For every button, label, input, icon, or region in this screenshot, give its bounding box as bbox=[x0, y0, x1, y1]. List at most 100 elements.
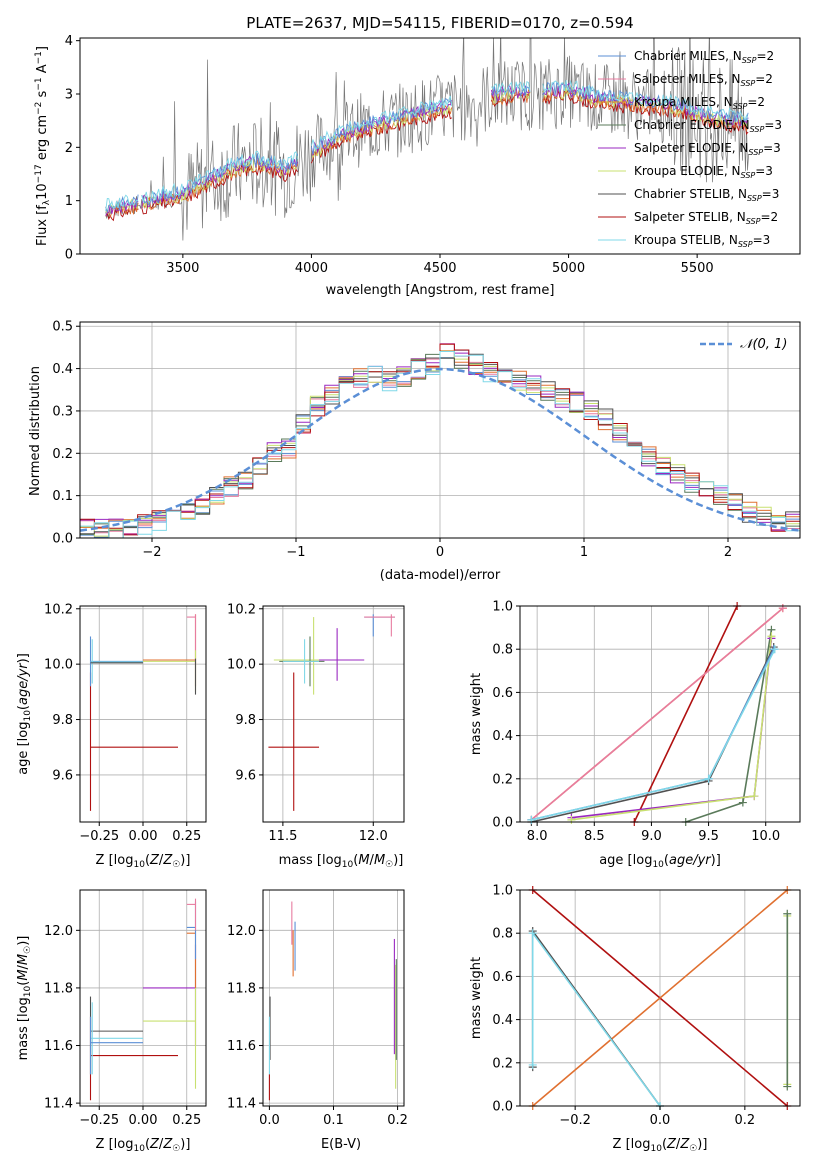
weight-lines bbox=[527, 602, 787, 826]
x-tick-label: 3500 bbox=[166, 261, 199, 276]
weight-line bbox=[685, 629, 773, 823]
legend-label: Salpeter MILES, NSSP=2 bbox=[634, 72, 773, 88]
y-tick-label: 0.4 bbox=[492, 1013, 513, 1028]
x-tick-label: 0.25 bbox=[172, 829, 201, 844]
legend-label: Kroupa ELODIE, NSSP=3 bbox=[634, 164, 773, 180]
plot-area bbox=[89, 614, 197, 811]
y-tick-label: 11.6 bbox=[44, 1039, 73, 1054]
x-tick-label: 4000 bbox=[295, 261, 328, 276]
x-tick-label: 0.2 bbox=[387, 1113, 408, 1128]
residual-panel: −2 −1 0 1 2 0.0 0.1 0.2 0.3 0.4 0.5 bbox=[52, 320, 801, 560]
x-tick-label: 2 bbox=[724, 545, 732, 560]
z-weight-ylabel: mass weight bbox=[469, 957, 484, 1039]
weight-marker bbox=[738, 798, 747, 807]
y-tick-label: 0 bbox=[65, 248, 73, 263]
mass-age-panel: 11.5 12.0 9.6 9.8 10.0 10.2 bbox=[227, 602, 405, 844]
x-tick-label: 10.0 bbox=[751, 829, 780, 844]
y-tick-label: 0.4 bbox=[492, 729, 513, 744]
x-tick-label: −1 bbox=[286, 545, 305, 560]
histogram-series bbox=[79, 351, 800, 539]
y-tick-label: 1 bbox=[65, 194, 73, 209]
y-tick-label: 11.6 bbox=[227, 1039, 256, 1054]
x-tick-label: −0.2 bbox=[559, 1113, 591, 1128]
legend-label: Chabrier STELIB, NSSP=3 bbox=[634, 187, 779, 203]
x-tick-label: 9.5 bbox=[698, 829, 719, 844]
y-tick-label: 0.2 bbox=[492, 1056, 513, 1071]
weight-marker bbox=[783, 909, 792, 918]
y-tick-label: 12.0 bbox=[44, 924, 73, 939]
weight-line bbox=[532, 889, 788, 1107]
gauss-legend-label: 𝒩(0, 1) bbox=[740, 337, 787, 352]
model-spectrum bbox=[105, 81, 749, 213]
weight-line bbox=[633, 605, 738, 823]
x-tick-label: 0.0 bbox=[650, 1113, 671, 1128]
axes-frame bbox=[519, 605, 801, 823]
model-spectrum bbox=[105, 79, 749, 212]
x-tick-label: 0.00 bbox=[129, 1113, 158, 1128]
x-tick-label: 0.25 bbox=[172, 1113, 201, 1128]
ebv-mass-xlabel: E(B-V) bbox=[321, 1137, 361, 1152]
y-tick-label: 9.6 bbox=[52, 768, 73, 783]
legend-label: Salpeter ELODIE, NSSP=3 bbox=[634, 141, 781, 157]
y-tick-label: 0.2 bbox=[52, 447, 73, 462]
age-weight-xlabel: age [log10(age/yr)] bbox=[599, 853, 721, 870]
y-tick-label: 0.5 bbox=[52, 320, 73, 335]
x-tick-label: −2 bbox=[142, 545, 161, 560]
y-tick-label: 9.8 bbox=[235, 713, 256, 728]
x-tick-label: 4500 bbox=[423, 261, 456, 276]
y-tick-label: 0.0 bbox=[52, 532, 73, 547]
plot-area bbox=[105, 38, 749, 241]
spectrum-ylabel: Flux [fλ10−17 erg cm−2 s−1 A−1] bbox=[34, 46, 52, 246]
y-tick-label: 10.2 bbox=[44, 602, 73, 617]
y-tick-label: 1.0 bbox=[492, 600, 513, 615]
weight-marker bbox=[750, 792, 759, 801]
plot-area bbox=[79, 343, 801, 539]
age-weight-panel: 8.0 8.5 9.0 9.5 10.0 0.0 0.2 0.4 0.6 0.8 1.0 bbox=[492, 600, 801, 844]
weight-line bbox=[531, 646, 775, 823]
weight-marker bbox=[567, 815, 576, 824]
residual-xlabel: (data-model)/error bbox=[380, 568, 501, 583]
z-age-ylabel: age [log10(age/yr)] bbox=[16, 653, 33, 775]
legend-label: Salpeter STELIB, NSSP=2 bbox=[634, 210, 778, 226]
spectrum-legend: Chabrier MILES, NSSP=2 Salpeter MILES, NS… bbox=[598, 49, 782, 249]
y-tick-label: 2 bbox=[65, 141, 73, 156]
y-tick-label: 10.0 bbox=[227, 658, 256, 673]
y-tick-label: 0.3 bbox=[52, 404, 73, 419]
x-tick-label: 0.0 bbox=[259, 1113, 280, 1128]
y-tick-label: 0.8 bbox=[492, 643, 513, 658]
spectrum-xlabel: wavelength [Angstrom, rest frame] bbox=[326, 283, 555, 298]
y-tick-label: 9.8 bbox=[52, 713, 73, 728]
weight-marker bbox=[770, 645, 779, 654]
y-tick-label: 0.6 bbox=[492, 686, 513, 701]
gaussian-curve bbox=[79, 367, 801, 532]
x-tick-label: 1 bbox=[580, 545, 588, 560]
z-mass-ylabel: mass [log10(M/M☉)] bbox=[16, 936, 33, 1061]
plot-area bbox=[527, 602, 787, 826]
x-tick-label: 0.2 bbox=[735, 1113, 756, 1128]
z-age-panel: −0.25 0.00 0.25 9.6 9.8 10.0 10.2 bbox=[44, 602, 207, 844]
weight-lines bbox=[528, 886, 792, 1110]
y-tick-label: 3 bbox=[65, 88, 73, 103]
y-tick-label: 0.0 bbox=[492, 816, 513, 831]
weight-marker bbox=[778, 604, 787, 613]
residual-legend: 𝒩(0, 1) bbox=[700, 337, 787, 352]
weight-marker bbox=[783, 1082, 792, 1091]
data-spectrum bbox=[105, 38, 749, 241]
weight-line bbox=[571, 636, 773, 821]
y-tick-label: 10.2 bbox=[227, 602, 256, 617]
y-tick-label: 9.6 bbox=[235, 768, 256, 783]
y-tick-label: 0.2 bbox=[492, 772, 513, 787]
weight-marker bbox=[528, 929, 537, 938]
spectrum-panel: 3500 4000 4500 5000 5500 0 1 2 3 4 bbox=[65, 34, 801, 276]
x-tick-label: 8.0 bbox=[527, 829, 548, 844]
plot-area bbox=[268, 614, 395, 811]
legend-label: Kroupa STELIB, NSSP=3 bbox=[634, 233, 770, 249]
y-tick-label: 11.4 bbox=[227, 1097, 256, 1112]
y-tick-label: 0.0 bbox=[492, 1100, 513, 1115]
z-age-xlabel: Z [log10(Z/Z☉)] bbox=[96, 853, 191, 870]
x-tick-label: 5500 bbox=[681, 261, 714, 276]
y-tick-label: 0.6 bbox=[492, 970, 513, 985]
spectrum-lines bbox=[105, 38, 749, 241]
x-tick-label: 0.1 bbox=[323, 1113, 344, 1128]
x-tick-label: 9.0 bbox=[641, 829, 662, 844]
